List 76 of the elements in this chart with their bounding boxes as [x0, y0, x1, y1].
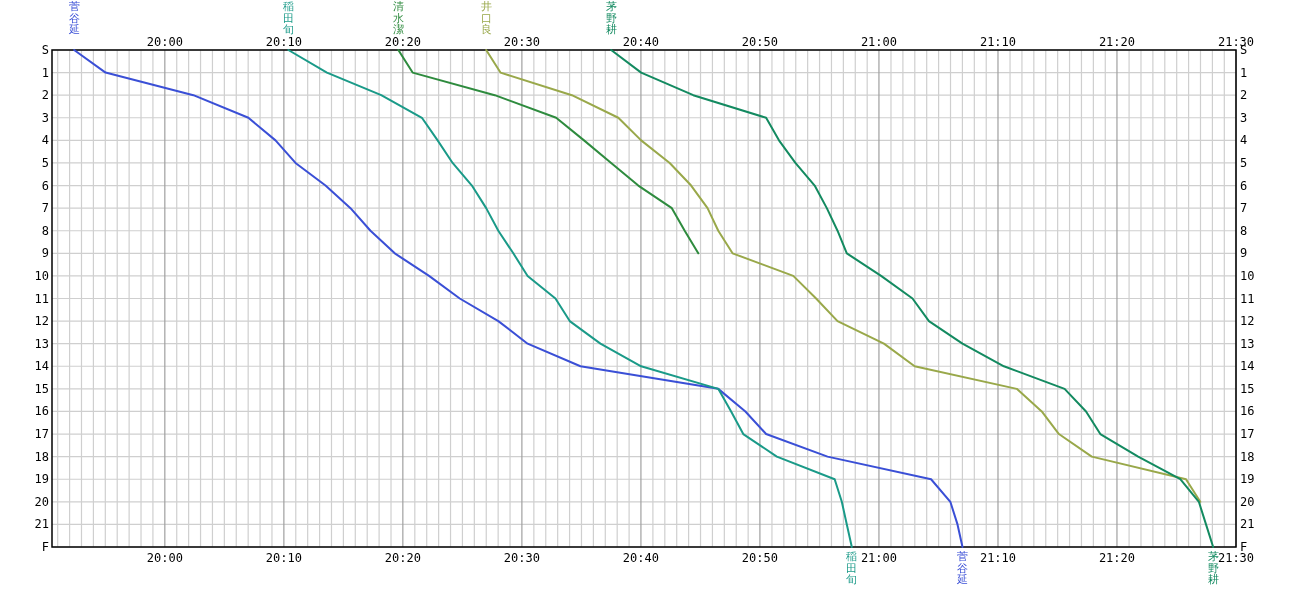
series-label: 稲田旬 — [846, 550, 858, 586]
y2-tick-label: 14 — [1240, 359, 1255, 374]
y2-tick-label: 9 — [1240, 246, 1248, 261]
x-tick-label: 20:50 — [741, 35, 778, 49]
line-series — [397, 49, 700, 255]
y-tick-label: 5 — [41, 155, 49, 170]
x2-tick-label: 20:00 — [146, 551, 183, 565]
x2-tick-label: 20:40 — [622, 551, 659, 565]
y-tick-label: 1 — [41, 65, 49, 80]
y2-tick-label: 20 — [1240, 494, 1255, 509]
y2-tick-label: 8 — [1240, 223, 1248, 238]
line-series — [485, 49, 1202, 503]
y-tick-label: 6 — [41, 178, 49, 193]
y-tick-label: 16 — [34, 404, 49, 419]
series-label: 清水潔 — [392, 0, 404, 36]
text: 茅野耕 — [605, 0, 617, 36]
y-tick-label: 14 — [34, 359, 49, 374]
x-tick-label: 21:20 — [1098, 35, 1136, 49]
y-tick-label: 12 — [34, 314, 49, 329]
y-tick-label: 10 — [34, 268, 49, 283]
x2-tick-label: 21:10 — [979, 551, 1017, 565]
y-tick-label: 4 — [41, 133, 49, 148]
x2-tick-label: 20:20 — [384, 551, 421, 565]
x-tick-label: 21:00 — [860, 35, 898, 49]
y-tick-label: 19 — [34, 472, 49, 487]
y-tick-label: 21 — [34, 517, 49, 532]
y-tick-label: 2 — [41, 88, 49, 103]
y-tick-label: 20 — [34, 494, 49, 509]
x2-tick-label: 21:20 — [1098, 551, 1136, 565]
y-tick-label: F — [41, 540, 49, 554]
y2-tick-label: 18 — [1240, 449, 1255, 464]
series-label: 井口良 — [480, 0, 492, 36]
y-tick-label: 11 — [34, 291, 49, 306]
x-tick-label: 20:30 — [503, 35, 540, 49]
y2-tick-label: 7 — [1240, 201, 1248, 216]
y-tick-label: 9 — [41, 246, 49, 261]
y-tick-label: S — [41, 43, 49, 57]
x2-tick-label: 21:00 — [860, 551, 898, 565]
x-tick-label: 20:10 — [265, 35, 302, 49]
y-tick-label: 7 — [41, 201, 49, 216]
line-series — [73, 49, 964, 548]
y2-tick-label: 12 — [1240, 314, 1255, 329]
line-series — [610, 49, 1215, 548]
y2-tick-label: 3 — [1240, 110, 1248, 125]
x-tick-label: 21:10 — [979, 35, 1017, 49]
x-tick-label: 20:40 — [622, 35, 659, 49]
x2-tick-label: 20:10 — [265, 551, 302, 565]
y2-tick-label: 17 — [1240, 427, 1255, 442]
x-tick-label: 20:00 — [146, 35, 183, 49]
y2-tick-label: 2 — [1240, 88, 1248, 103]
x-tick-label: 20:20 — [384, 35, 421, 49]
y2-tick-label: 5 — [1240, 155, 1248, 170]
y2-tick-label: 6 — [1240, 178, 1248, 193]
y-tick-label: 13 — [34, 336, 49, 351]
y2-tick-label: 21 — [1240, 517, 1255, 532]
text: 稲田旬 — [282, 0, 294, 36]
y2-tick-label: 4 — [1240, 133, 1248, 148]
x2-tick-label: 20:30 — [503, 551, 540, 565]
y2-tick-label: 10 — [1240, 268, 1255, 283]
y-tick-label: 17 — [34, 427, 49, 442]
x2-tick-label: 20:50 — [741, 551, 778, 565]
y2-tick-label: 16 — [1240, 404, 1255, 419]
y2-tick-label: 1 — [1240, 65, 1248, 80]
series-label: 菅谷延 — [955, 550, 968, 586]
y2-tick-label: 19 — [1240, 472, 1255, 487]
y-tick-label: 8 — [41, 223, 49, 238]
y-tick-label: 3 — [41, 110, 49, 125]
line-series — [287, 49, 853, 548]
y-tick-label: 15 — [34, 381, 49, 396]
y2-tick-label: 13 — [1240, 336, 1255, 351]
y2-tick-label: 15 — [1240, 381, 1255, 396]
series-label: 茅野耕 — [1207, 550, 1219, 586]
text: 菅谷延 — [68, 0, 80, 36]
y2-tick-label: F — [1240, 540, 1248, 554]
y-tick-label: 18 — [34, 449, 49, 464]
y2-tick-label: 11 — [1240, 291, 1255, 306]
